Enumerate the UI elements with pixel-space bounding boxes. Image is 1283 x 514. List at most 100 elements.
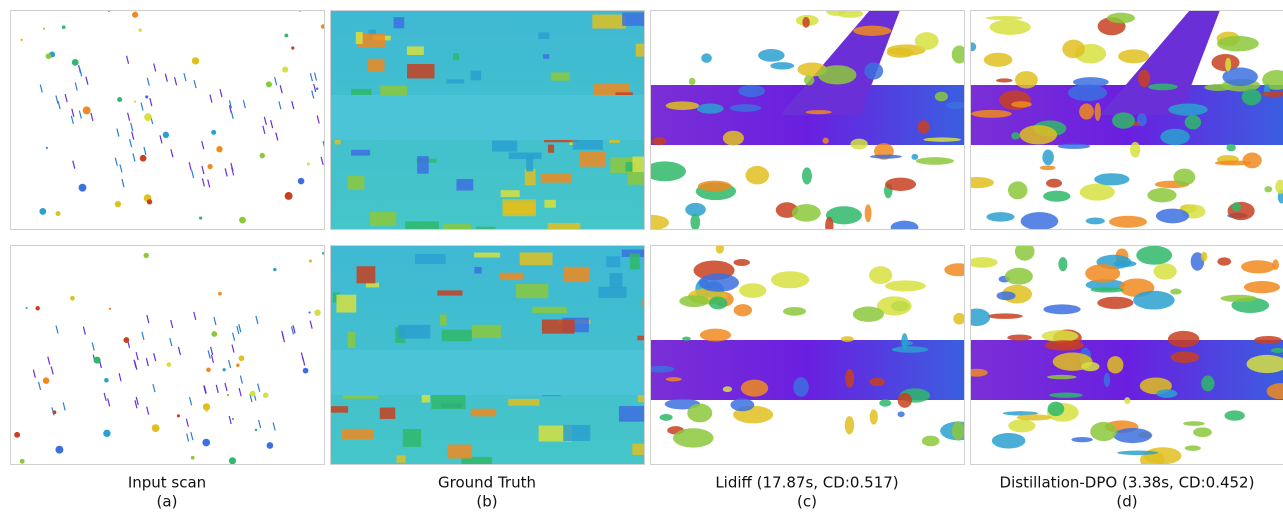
structure <box>1008 419 1035 432</box>
structure <box>1086 217 1105 224</box>
page: Input scan(a)Ground Truth(b)Lidiff (17.8… <box>0 0 1283 514</box>
structure <box>901 333 908 349</box>
structure <box>1071 437 1092 442</box>
structure <box>870 155 902 159</box>
structure <box>723 131 744 146</box>
structure <box>923 137 961 141</box>
structure <box>520 252 553 265</box>
structure <box>474 253 500 258</box>
caption: Input scan <box>128 474 206 492</box>
structure <box>734 304 752 316</box>
scan-line <box>325 360 327 368</box>
panel-background <box>10 10 325 230</box>
scan-blob <box>267 442 274 449</box>
structure <box>619 406 645 422</box>
structure <box>368 59 385 72</box>
structure <box>330 406 348 413</box>
structure <box>398 325 430 339</box>
structure <box>850 139 867 150</box>
structure <box>461 457 492 474</box>
structure <box>476 227 495 239</box>
panel-content <box>647 243 977 465</box>
structure <box>1040 165 1056 170</box>
scan-blob <box>152 424 160 432</box>
structure <box>630 253 640 269</box>
structure <box>1085 264 1120 282</box>
structure <box>689 78 696 85</box>
structure <box>1220 295 1257 302</box>
caption: Distillation-DPO (3.38s, CD:0.452) <box>1000 474 1255 492</box>
structure <box>965 369 988 377</box>
structure <box>347 176 364 190</box>
scan-blob <box>307 162 310 165</box>
structure <box>987 313 1022 319</box>
structure <box>944 263 972 276</box>
structure <box>1185 445 1201 450</box>
structure <box>1058 144 1091 149</box>
structure <box>1046 179 1062 188</box>
structure <box>697 104 724 114</box>
structure <box>666 377 682 381</box>
scan-blob <box>166 362 171 367</box>
structure <box>1264 186 1272 192</box>
structure <box>543 54 549 59</box>
scan-blob <box>211 331 217 337</box>
scan-blob <box>282 66 288 72</box>
scan-blob <box>39 208 46 215</box>
scan-blob <box>144 253 149 258</box>
structure <box>652 137 666 145</box>
scan-blob <box>207 164 212 169</box>
structure <box>946 102 966 109</box>
scan-blob <box>117 97 122 102</box>
structure <box>1007 335 1032 341</box>
scan-blob <box>26 307 28 309</box>
scan-blob <box>43 377 49 383</box>
structure <box>1217 257 1231 265</box>
structure <box>911 154 918 160</box>
scan-blob <box>291 46 294 49</box>
structure <box>500 273 523 280</box>
structure <box>1005 268 1033 285</box>
scan-blob <box>46 147 48 149</box>
scan-blob <box>177 414 180 417</box>
structure <box>1173 169 1195 186</box>
scan-blob <box>273 268 276 271</box>
structure <box>563 425 590 441</box>
structure <box>336 295 356 313</box>
structure <box>1183 421 1204 426</box>
structure <box>733 259 749 266</box>
structure <box>403 429 421 447</box>
structure <box>1043 191 1070 202</box>
structure <box>609 273 622 288</box>
structure <box>1117 451 1158 455</box>
structure <box>771 271 809 288</box>
structure <box>990 19 1031 34</box>
structure <box>690 214 700 231</box>
scan-blob <box>232 418 234 420</box>
structure <box>1017 414 1052 420</box>
structure <box>885 178 916 191</box>
structure <box>783 307 806 316</box>
structure <box>442 330 472 342</box>
structure <box>526 154 533 171</box>
structure <box>1136 246 1172 265</box>
structure <box>741 380 768 397</box>
structure <box>700 329 731 342</box>
structure <box>356 32 363 44</box>
structure <box>968 42 977 51</box>
structure <box>1217 36 1259 51</box>
panel-content <box>960 10 1283 230</box>
structure <box>456 179 473 191</box>
structure <box>1048 402 1065 417</box>
structure <box>1157 389 1178 398</box>
structure <box>1168 104 1207 116</box>
structure <box>1224 410 1244 420</box>
structure <box>1148 83 1178 90</box>
structure <box>1044 340 1083 350</box>
structure <box>723 386 732 392</box>
structure <box>916 157 954 165</box>
structure <box>431 395 465 409</box>
structure <box>415 254 446 264</box>
panel-content <box>963 242 1283 469</box>
structure <box>1107 356 1123 374</box>
